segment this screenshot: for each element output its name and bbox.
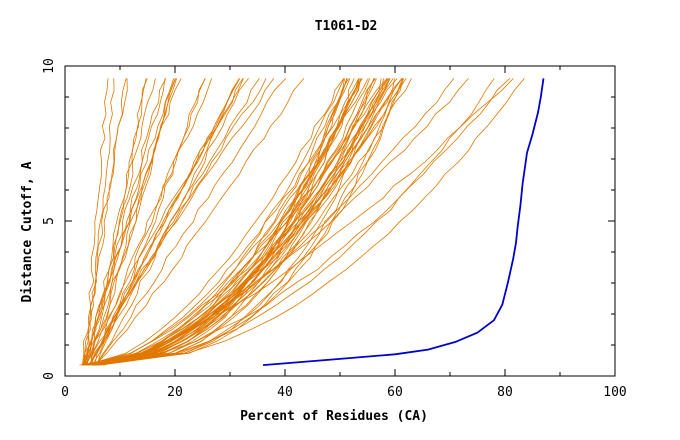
highlight-curve: [262, 78, 545, 366]
model-curve: [84, 78, 115, 366]
model-curve: [89, 78, 275, 366]
model-curve: [86, 78, 389, 366]
model-curve: [103, 78, 455, 366]
model-curve: [94, 78, 495, 366]
model-curve: [94, 78, 212, 366]
series-layer: [79, 78, 545, 366]
model-curve: [98, 78, 348, 366]
model-curve: [93, 78, 469, 366]
x-tick-label: 60: [387, 385, 403, 400]
x-tick-label: 80: [497, 385, 513, 400]
y-tick-label: 5: [42, 217, 57, 225]
model-curve: [82, 78, 147, 366]
x-tick-label: 40: [277, 385, 293, 400]
model-curve: [91, 78, 206, 366]
model-curve: [83, 78, 176, 366]
model-curve: [86, 78, 167, 366]
model-curve: [84, 78, 127, 366]
model-curve: [83, 78, 382, 366]
model-curve: [84, 78, 398, 366]
y-tick-label: 10: [42, 58, 57, 74]
model-curve: [94, 78, 395, 366]
model-curve: [90, 78, 156, 366]
x-tick-label: 0: [61, 385, 69, 400]
model-curve: [94, 78, 305, 366]
x-tick-label: 100: [603, 385, 626, 400]
model-curve: [83, 78, 403, 366]
model-curve: [93, 78, 514, 366]
model-curve: [85, 78, 391, 366]
model-curve: [92, 78, 355, 366]
y-tick-label: 0: [42, 372, 57, 380]
y-axis-label: Distance Cutoff, A: [20, 161, 35, 302]
model-curve: [98, 78, 376, 366]
model-curve: [86, 78, 109, 366]
model-curve: [86, 78, 345, 366]
model-curve: [96, 78, 206, 366]
x-axis-label: Percent of Residues (CA): [240, 409, 428, 424]
model-curve: [87, 78, 241, 366]
model-curve: [94, 78, 511, 366]
model-curve: [84, 78, 166, 366]
x-tick-label: 20: [167, 385, 183, 400]
model-curve: [88, 78, 267, 366]
model-curve: [84, 78, 403, 366]
chart-title: T1061-D2: [315, 19, 378, 34]
model-curve: [94, 78, 287, 366]
model-curve: [86, 78, 347, 366]
model-curve: [99, 78, 525, 366]
model-curve: [95, 78, 345, 366]
model-curve: [95, 78, 244, 366]
model-curve: [87, 78, 407, 366]
model-curve: [91, 78, 412, 366]
ticks-layer: 0 20 40 60 80 100 0 5 10: [42, 58, 627, 400]
model-curve: [90, 78, 240, 366]
